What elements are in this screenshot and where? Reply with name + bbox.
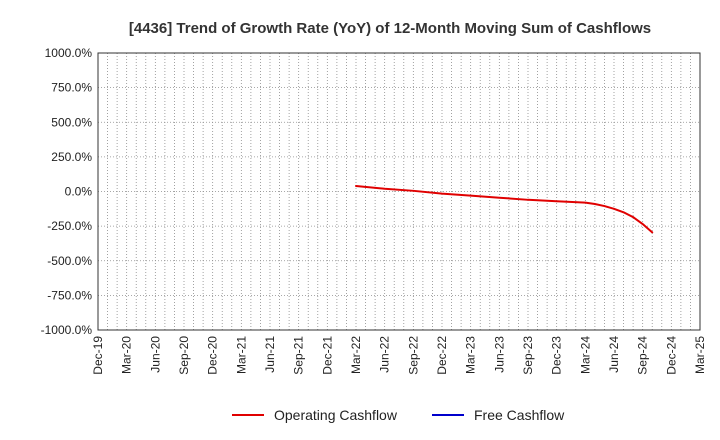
x-tick-label: Mar-23 (464, 336, 478, 374)
x-tick-label: Sep-23 (521, 336, 535, 375)
plot-area (97, 52, 701, 331)
chart-title: [4436] Trend of Growth Rate (YoY) of 12-… (129, 20, 651, 37)
y-tick-label: 0.0% (65, 185, 93, 199)
y-tick-label: 250.0% (51, 150, 92, 164)
x-tick-label: Dec-19 (91, 336, 105, 375)
x-tick-label: Dec-24 (664, 336, 678, 375)
y-tick-label: -500.0% (47, 254, 92, 268)
series-line-operating-cashflow (355, 184, 654, 234)
x-tick-label: Sep-24 (636, 336, 650, 375)
x-tick-label: Mar-21 (234, 336, 248, 374)
x-tick-label: Jun-21 (263, 336, 277, 373)
series-lines (355, 184, 654, 234)
legend-label: Free Cashflow (474, 407, 565, 423)
x-tick-label: Dec-20 (206, 336, 220, 375)
y-tick-label: -750.0% (47, 288, 92, 302)
y-tick-label: 500.0% (51, 115, 92, 129)
x-tick-label: Sep-20 (177, 336, 191, 375)
x-tick-label: Jun-23 (492, 336, 506, 373)
x-tick-label: Jun-22 (378, 336, 392, 373)
x-tick-label: Dec-22 (435, 336, 449, 375)
x-tick-label: Mar-24 (578, 336, 592, 374)
x-tick-label: Jun-20 (148, 336, 162, 373)
y-tick-label: 1000.0% (45, 46, 93, 60)
y-axis: 1000.0% 750.0% 500.0% 250.0% 0.0% -250.0% -500… (41, 46, 93, 337)
legend: Operating Cashflow Free Cashflow (232, 407, 565, 423)
y-tick-label: 750.0% (51, 81, 92, 95)
grid-lines (98, 53, 700, 330)
x-tick-label: Mar-25 (693, 336, 707, 374)
x-tick-label: Sep-21 (292, 336, 306, 375)
x-axis: Dec-19 Mar-20 Jun-20 Sep-20 Dec-20 Mar-21 Jun-… (91, 336, 707, 375)
x-tick-label: Dec-23 (550, 336, 564, 375)
x-tick-label: Mar-22 (349, 336, 363, 374)
y-tick-label: -1000.0% (41, 323, 93, 337)
y-tick-label: -250.0% (47, 219, 92, 233)
x-tick-label: Jun-24 (607, 336, 621, 373)
legend-label: Operating Cashflow (274, 407, 398, 423)
x-tick-label: Dec-21 (320, 336, 334, 375)
x-tick-label: Sep-22 (406, 336, 420, 375)
x-tick-label: Mar-20 (120, 336, 134, 374)
